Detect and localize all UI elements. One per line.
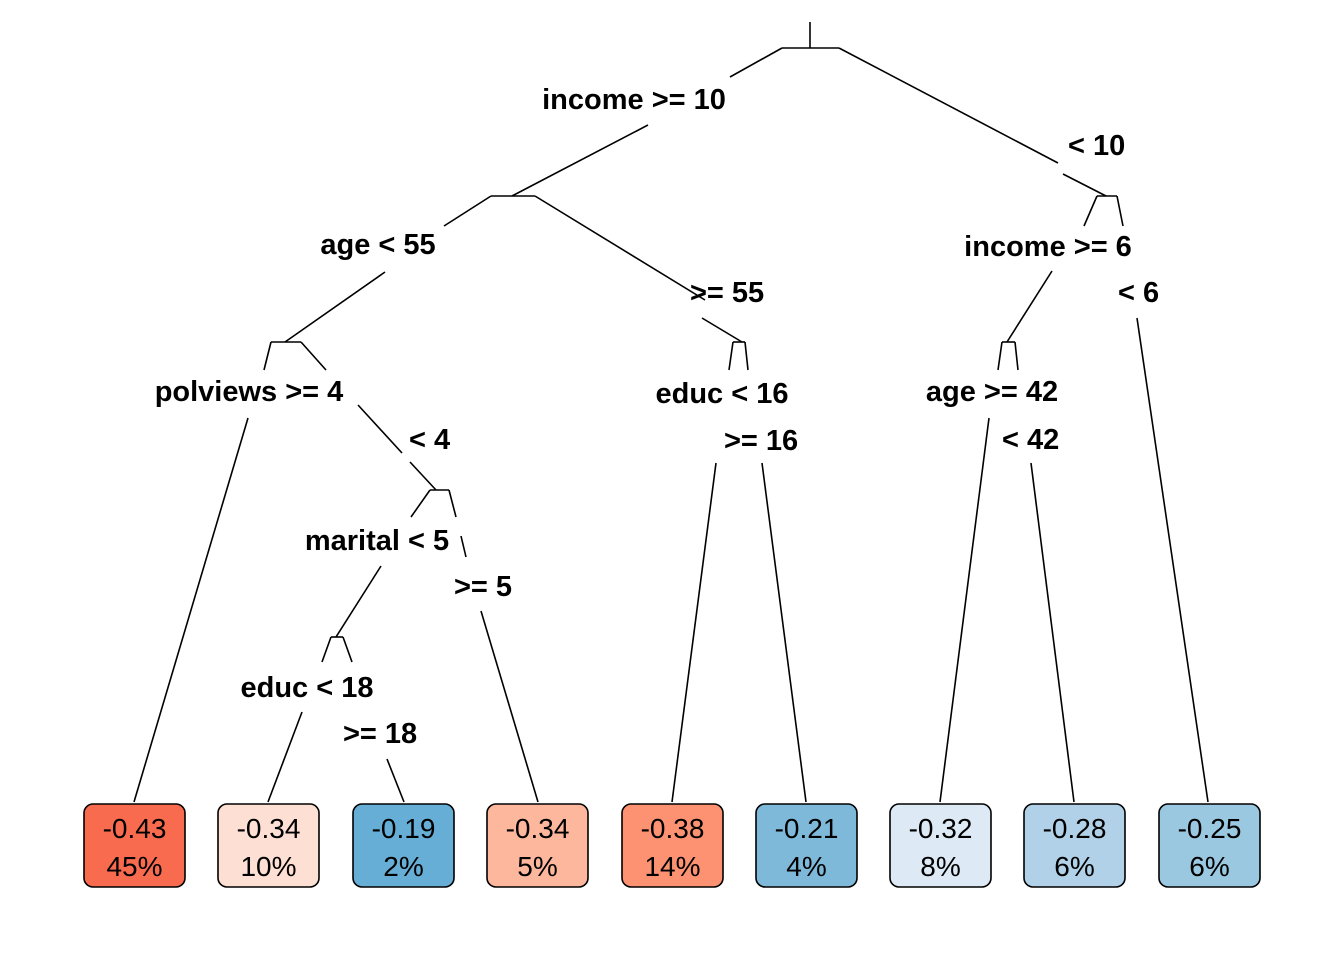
edge-n9-left-lower bbox=[335, 565, 382, 638]
edge-n2-left-upper bbox=[443, 195, 492, 227]
leaf-value: -0.43 bbox=[103, 813, 167, 844]
edge-n3-left-upper bbox=[1083, 195, 1098, 227]
leaf-box bbox=[1158, 803, 1261, 888]
edge-n6-left-lower bbox=[939, 417, 990, 803]
leaf-percent: 5% bbox=[517, 851, 557, 882]
split-label: income >= 10 bbox=[542, 84, 726, 116]
edge-n3-left-lower bbox=[1006, 270, 1053, 343]
split-labels: income >= 10 < 10 age < 55 >= 55 income … bbox=[155, 84, 1159, 750]
split-label: polviews >= 4 bbox=[155, 376, 344, 408]
edge-n4-left-lower bbox=[133, 417, 249, 803]
branch-label: < 10 bbox=[1068, 130, 1125, 162]
edge-n4-right-lower2 bbox=[409, 461, 437, 491]
tree-edges bbox=[133, 22, 1209, 803]
leaf-node: -0.34 5% bbox=[486, 803, 589, 888]
leaf-node: -0.21 4% bbox=[755, 803, 858, 888]
branch-label: < 42 bbox=[1002, 424, 1059, 456]
edge-n9-right-mid bbox=[460, 535, 467, 558]
split-label: educ < 16 bbox=[656, 378, 789, 410]
edge-n18-right-lower bbox=[386, 758, 405, 803]
leaf-percent: 14% bbox=[644, 851, 700, 882]
branch-label: >= 55 bbox=[690, 277, 764, 309]
leaf-value: -0.28 bbox=[1043, 813, 1107, 844]
edge-n3-right-upper bbox=[1116, 195, 1124, 227]
edge-root-left-lower bbox=[511, 124, 649, 197]
leaf-box bbox=[755, 803, 858, 888]
leaf-box bbox=[352, 803, 455, 888]
leaf-box bbox=[621, 803, 724, 888]
split-label: age < 55 bbox=[320, 229, 435, 261]
edge-n5-right-upper bbox=[744, 341, 749, 371]
leaf-nodes: -0.43 45% -0.34 10% -0.19 2% -0.34 5% -0… bbox=[83, 803, 1261, 888]
leaf-percent: 2% bbox=[383, 851, 423, 882]
leaf-value: -0.34 bbox=[506, 813, 570, 844]
leaf-node: -0.32 8% bbox=[889, 803, 992, 888]
edge-n4-right-upper bbox=[300, 341, 327, 371]
leaf-box bbox=[217, 803, 320, 888]
leaf-percent: 4% bbox=[786, 851, 826, 882]
leaf-node: -0.25 6% bbox=[1158, 803, 1261, 888]
leaf-percent: 6% bbox=[1054, 851, 1094, 882]
edge-n3-right-lower bbox=[1136, 317, 1209, 803]
edge-n18-left-lower bbox=[267, 711, 303, 803]
edge-n6-left-upper bbox=[997, 341, 1003, 371]
edge-n6-right-upper bbox=[1014, 341, 1019, 371]
leaf-percent: 8% bbox=[920, 851, 960, 882]
leaf-node: -0.19 2% bbox=[352, 803, 455, 888]
leaf-percent: 10% bbox=[240, 851, 296, 882]
leaf-value: -0.19 bbox=[372, 813, 436, 844]
edge-n2-right bbox=[534, 195, 706, 301]
leaf-value: -0.34 bbox=[237, 813, 301, 844]
branch-label: < 6 bbox=[1118, 277, 1159, 309]
edge-n2-right-lower bbox=[701, 317, 743, 343]
edge-n6-right-lower bbox=[1030, 462, 1075, 803]
leaf-percent: 6% bbox=[1189, 851, 1229, 882]
leaf-box bbox=[889, 803, 992, 888]
edge-n4-right-lower bbox=[357, 404, 403, 454]
edge-n18-left-upper bbox=[321, 636, 332, 663]
leaf-value: -0.21 bbox=[775, 813, 839, 844]
edge-n18-right-upper bbox=[342, 636, 353, 663]
split-label: marital < 5 bbox=[305, 525, 449, 557]
edge-n5-left-lower bbox=[671, 462, 717, 803]
leaf-value: -0.38 bbox=[641, 813, 705, 844]
leaf-box bbox=[1023, 803, 1126, 888]
edge-root-right-lower bbox=[1062, 173, 1107, 197]
leaf-percent: 45% bbox=[106, 851, 162, 882]
edge-n9-right-upper bbox=[448, 489, 457, 518]
edge-n4-left-upper bbox=[263, 341, 272, 371]
edge-n9-left-upper bbox=[410, 489, 431, 518]
leaf-value: -0.25 bbox=[1178, 813, 1242, 844]
branch-label: >= 16 bbox=[724, 425, 798, 457]
leaf-box bbox=[83, 803, 186, 888]
leaf-node: -0.38 14% bbox=[621, 803, 724, 888]
leaf-node: -0.34 10% bbox=[217, 803, 320, 888]
branch-label: >= 5 bbox=[454, 571, 512, 603]
leaf-box bbox=[486, 803, 589, 888]
split-label: educ < 18 bbox=[241, 672, 374, 704]
leaf-value: -0.32 bbox=[909, 813, 973, 844]
branch-label: >= 18 bbox=[343, 718, 417, 750]
edge-n5-left-upper bbox=[728, 341, 734, 371]
edge-n2-left-lower bbox=[284, 271, 386, 343]
split-label: income >= 6 bbox=[964, 231, 1132, 263]
edge-n9-right-lower bbox=[480, 610, 539, 803]
edge-n5-right-lower bbox=[761, 462, 807, 803]
edge-root-right-upper bbox=[838, 47, 1059, 164]
branch-label: < 4 bbox=[409, 424, 450, 456]
leaf-node: -0.28 6% bbox=[1023, 803, 1126, 888]
leaf-node: -0.43 45% bbox=[83, 803, 186, 888]
edge-root-left-upper bbox=[729, 47, 783, 78]
split-label: age >= 42 bbox=[926, 376, 1058, 408]
